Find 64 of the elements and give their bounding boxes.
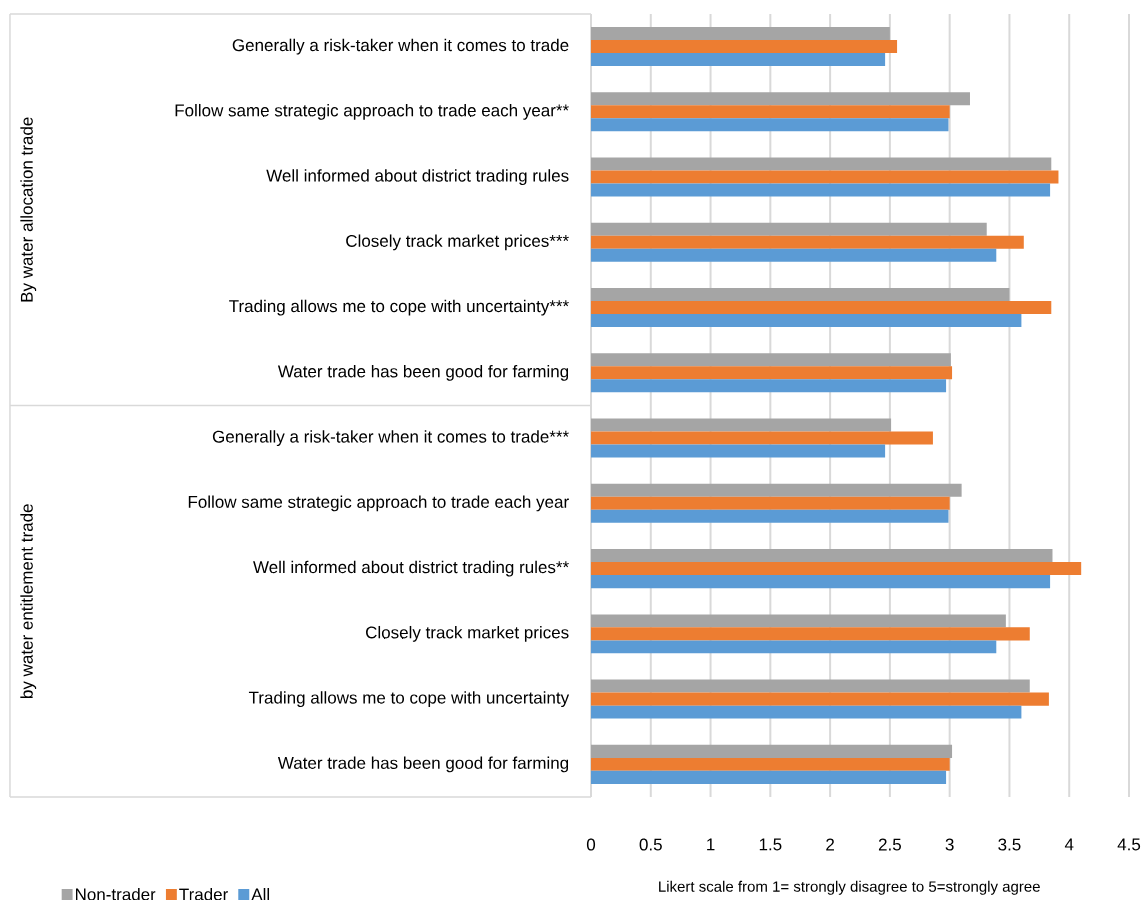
bar	[591, 757, 950, 771]
bar	[591, 705, 1022, 719]
bar	[591, 614, 1006, 628]
text: by water entitlement trade	[20, 504, 37, 698]
legend-label: Non-trader	[75, 887, 156, 900]
bar	[591, 483, 962, 497]
bar	[591, 496, 950, 510]
bar	[591, 288, 1010, 302]
bar	[591, 627, 1030, 641]
bar	[591, 40, 898, 54]
x-tick-label: 4.5	[1117, 838, 1141, 851]
x-tick-label: 2	[826, 838, 834, 851]
y-tick-label: Follow same strategic approach to trade each year	[188, 495, 569, 512]
x-tick-label: 0.5	[639, 838, 662, 851]
bar	[591, 379, 947, 393]
y-tick-label: Trading allows me to cope with uncertainty***	[229, 299, 569, 316]
bar	[591, 640, 997, 654]
y-tick-label: Generally a risk-taker when it comes to trade	[232, 38, 569, 55]
y-tick-label: Trading allows me to cope with uncertainty	[248, 691, 570, 708]
bar	[591, 235, 1024, 249]
bar	[591, 353, 951, 367]
x-tick-label: 3	[945, 838, 954, 851]
y-tick-label: Water trade has been good for farming	[277, 364, 569, 381]
bar	[591, 314, 1022, 328]
bar	[591, 444, 886, 458]
x-tick-label: 1.5	[759, 838, 782, 851]
bar	[591, 431, 933, 445]
y-tick-label: Closely track market prices***	[346, 234, 569, 251]
bar	[591, 744, 953, 758]
x-tick-label: 1	[707, 838, 715, 851]
x-tick-label: 2.5	[878, 838, 901, 851]
bar	[591, 170, 1059, 184]
bar	[591, 418, 892, 432]
bar	[591, 549, 1053, 563]
x-tick-label: 3.5	[998, 838, 1021, 851]
bar	[591, 692, 1049, 706]
bar	[591, 27, 890, 41]
x-tick-label: 4	[1064, 838, 1074, 851]
legend-label: Trader	[179, 887, 228, 900]
y-tick-label: Follow same strategic approach to trade each year**	[175, 103, 569, 120]
bar	[591, 575, 1051, 589]
bar	[591, 183, 1051, 197]
bar	[591, 562, 1082, 576]
bar	[591, 248, 997, 262]
bar	[591, 301, 1052, 315]
bar	[591, 770, 947, 784]
x-tick-label: 0	[586, 838, 596, 851]
y-tick-label: Well informed about district trading rules**	[253, 560, 569, 577]
y-tick-label: Closely track market prices	[366, 625, 569, 642]
x-axis-title: Likert scale from 1= strongly disagree to 5=strongly agree	[659, 880, 1040, 895]
y-tick-label: Well informed about district trading rules	[266, 169, 569, 186]
bar	[591, 157, 1052, 171]
bar	[591, 118, 949, 132]
bar	[591, 105, 950, 119]
bar	[591, 366, 953, 380]
bar	[591, 92, 970, 106]
bar	[591, 679, 1030, 693]
bar	[591, 509, 949, 523]
bar	[591, 222, 987, 236]
legend-label: All	[251, 887, 270, 900]
y-tick-label: Water trade has been good for farming	[277, 756, 569, 773]
text: By water allocation trade	[20, 117, 37, 302]
bar	[591, 53, 886, 67]
y-tick-label: Generally a risk-taker when it comes to trade***	[212, 430, 569, 447]
